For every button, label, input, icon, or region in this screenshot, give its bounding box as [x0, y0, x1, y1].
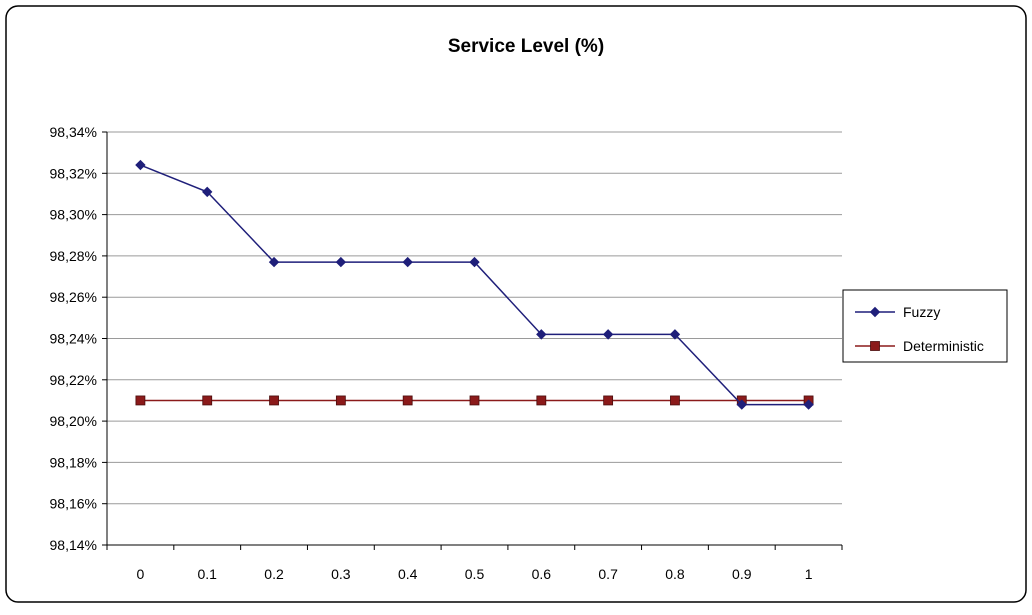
chart-title: Service Level (%) [448, 36, 604, 57]
data-point [603, 395, 614, 406]
data-point [469, 395, 480, 406]
y-tick-label: 98,34% [50, 124, 97, 140]
data-point [135, 395, 146, 406]
legend-label: Deterministic [903, 338, 984, 354]
data-point [536, 395, 547, 406]
y-tick-label: 98,14% [50, 537, 97, 553]
data-point [402, 256, 413, 268]
data-point [669, 329, 681, 340]
x-tick-label: 0.2 [264, 566, 284, 582]
legend-marker [869, 306, 881, 318]
x-tick-label: 0.3 [331, 566, 351, 582]
x-tick-label: 1 [805, 566, 813, 582]
data-point [803, 399, 814, 410]
data-point [268, 256, 280, 268]
data-point [402, 395, 413, 406]
x-tick-label: 0.1 [197, 566, 217, 582]
data-point [135, 159, 146, 171]
x-tick-label: 0.9 [732, 566, 752, 582]
x-tick-label: 0 [137, 566, 145, 582]
series-fuzzy [135, 159, 814, 410]
y-tick-label: 98,30% [50, 207, 97, 223]
y-tick-label: 98,18% [50, 454, 97, 470]
data-point [536, 329, 547, 340]
legend: Fuzzy Deterministic [842, 289, 1008, 363]
data-point [202, 186, 213, 198]
x-tick-label: 0.8 [665, 566, 685, 582]
legend-marker [870, 341, 880, 351]
legend-label: Fuzzy [903, 304, 940, 320]
data-point [670, 395, 680, 406]
data-point [269, 395, 279, 406]
x-tick-label: 0.4 [398, 566, 418, 582]
y-tick-label: 98,20% [50, 413, 97, 429]
y-tick-label: 98,26% [50, 289, 97, 305]
series-layer [135, 159, 814, 410]
axes: 98,14% 98,16% 98,18% 98,20% 98,22% 98,24% 98,2… [50, 124, 843, 582]
y-tick-label: 98,22% [50, 372, 97, 388]
data-point [736, 399, 747, 410]
data-point [335, 395, 346, 406]
x-tick-label: 0.5 [465, 566, 485, 582]
x-tick-label: 0.7 [598, 566, 618, 582]
data-point [602, 329, 614, 340]
x-tick-label: 0.6 [532, 566, 552, 582]
chart-border [5, 5, 1027, 603]
y-tick-label: 98,28% [50, 248, 97, 264]
data-point [335, 256, 347, 268]
data-point [469, 256, 480, 268]
y-tick-label: 98,24% [50, 331, 97, 347]
y-tick-label: 98,16% [50, 496, 97, 512]
y-tick-label: 98,32% [50, 165, 97, 181]
data-point [202, 395, 213, 406]
